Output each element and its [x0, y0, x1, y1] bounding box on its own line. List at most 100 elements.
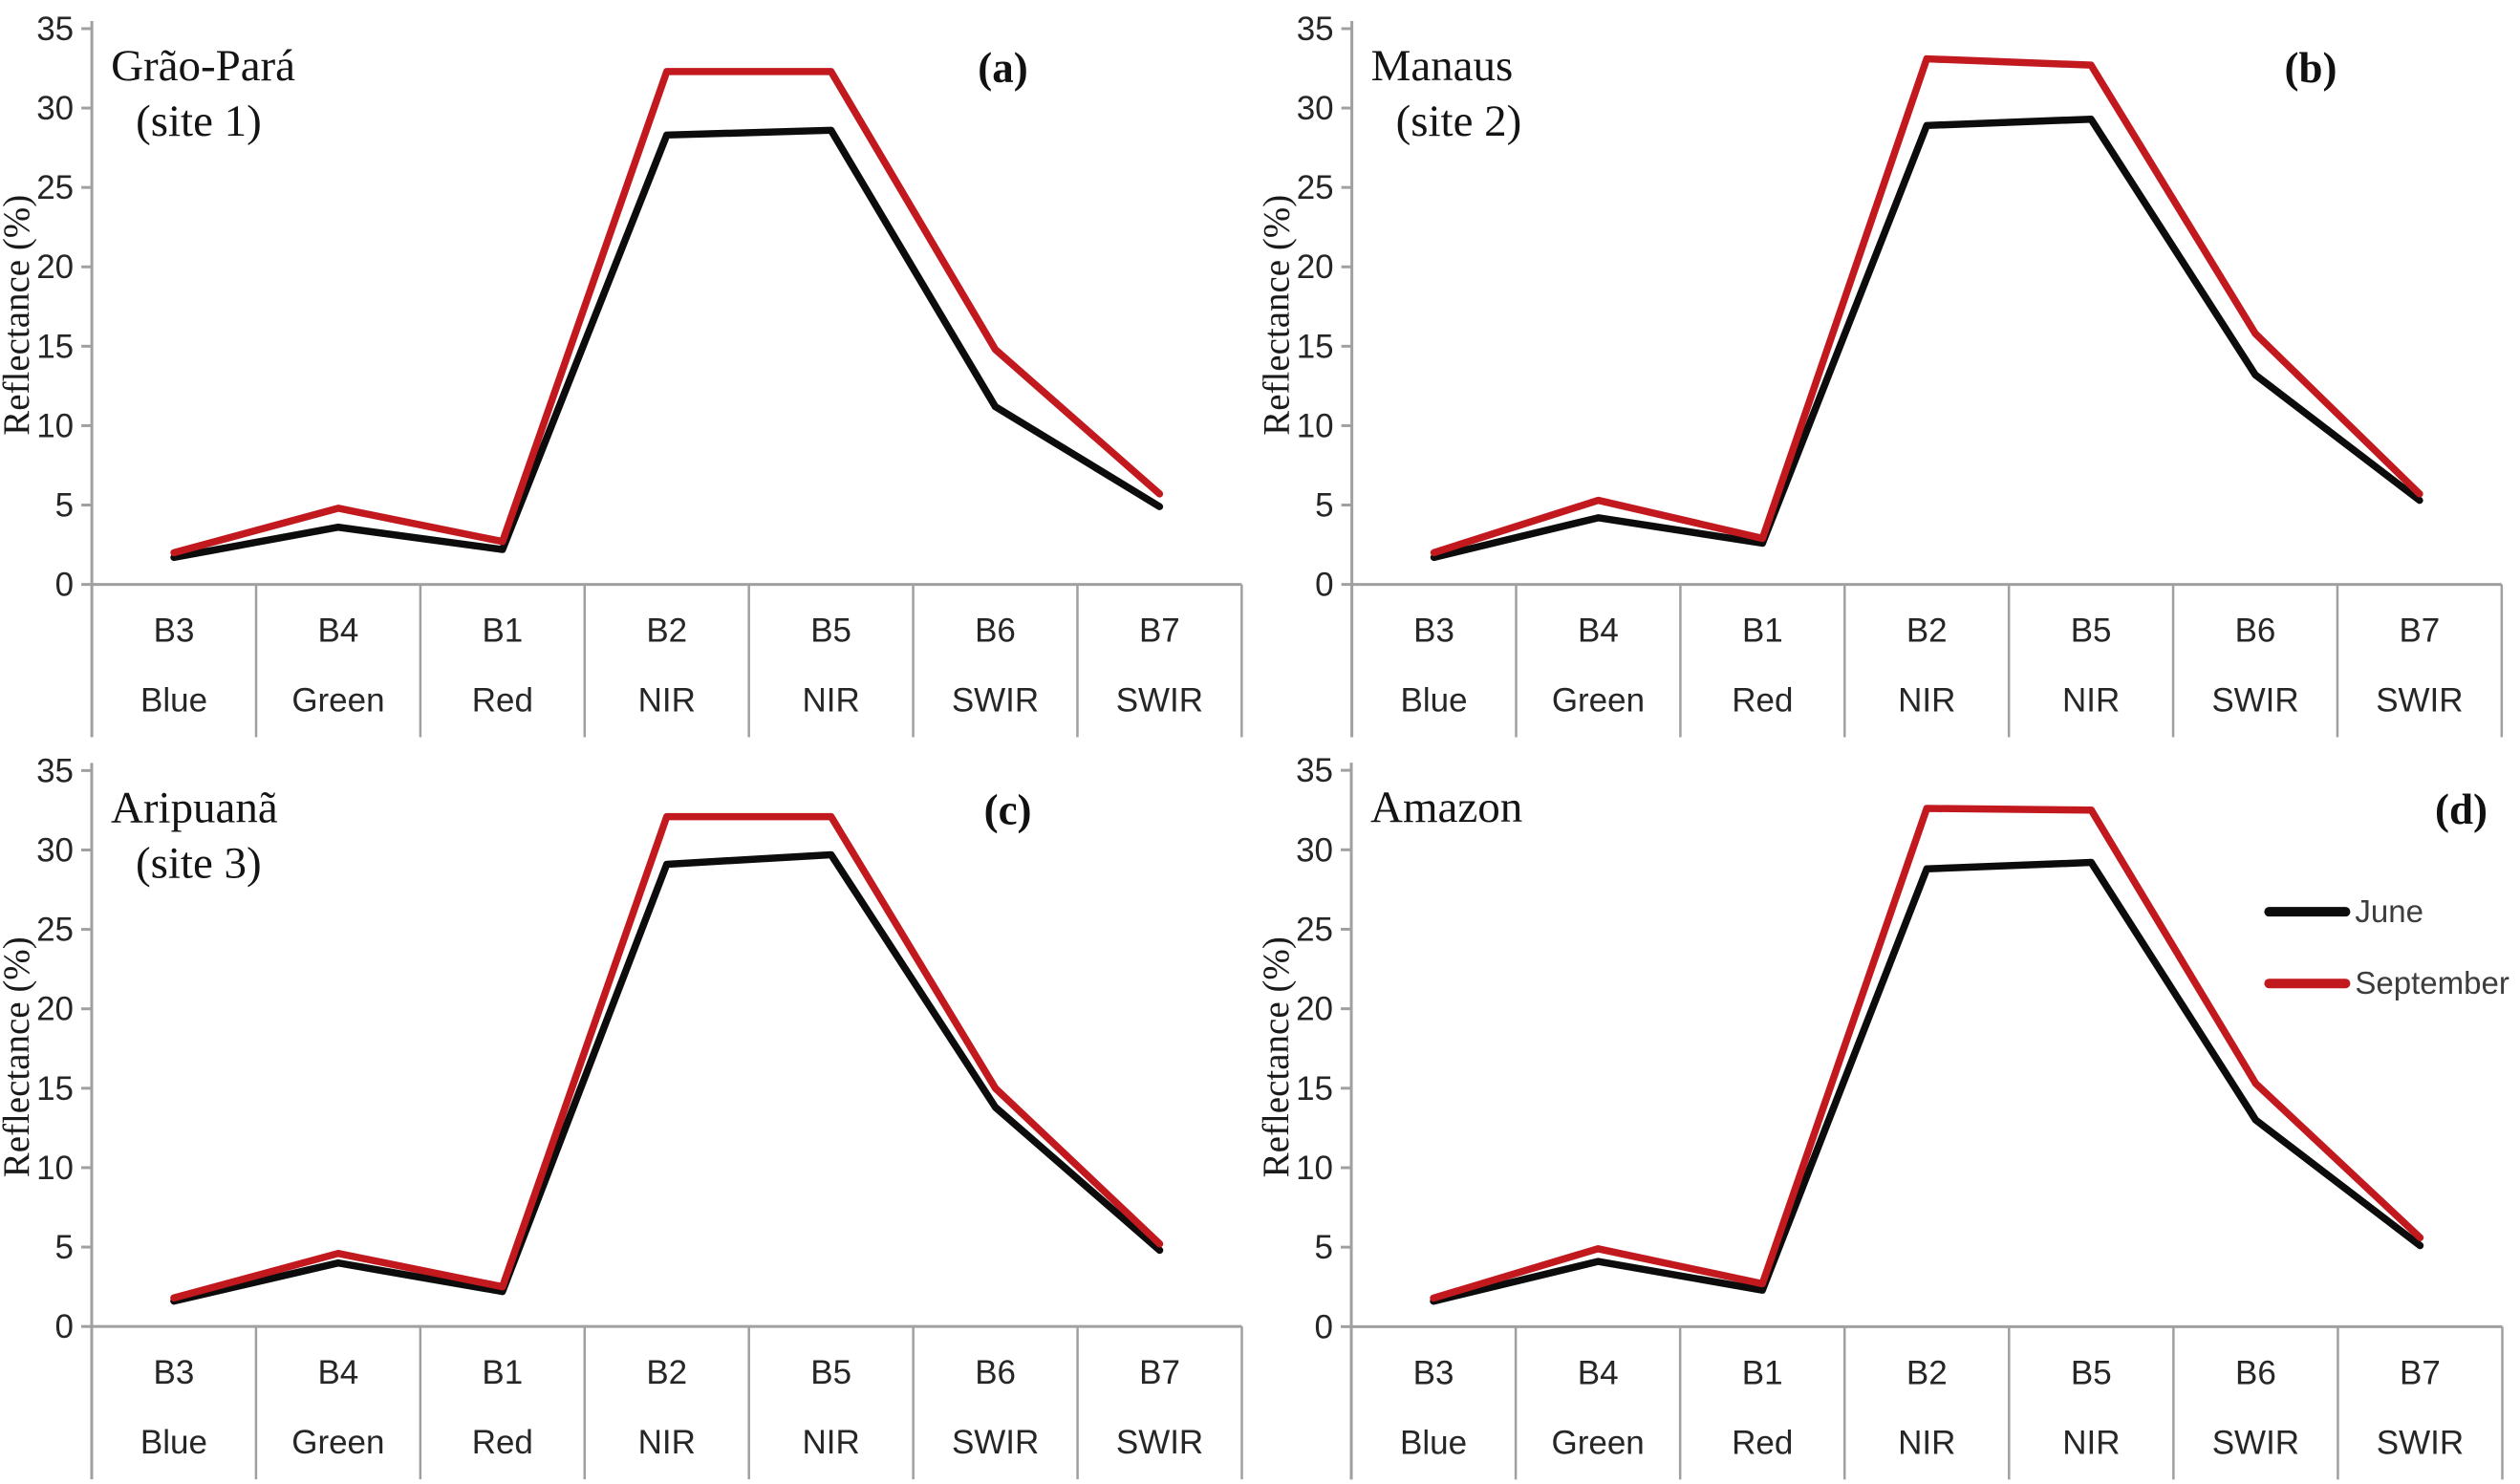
y-tick-label: 20: [1296, 991, 1333, 1028]
y-tick-label: 35: [1297, 11, 1334, 48]
y-tick-label: 25: [36, 169, 74, 206]
band-name-label: NIR: [1898, 682, 1955, 720]
band-name-label: NIR: [1898, 1424, 1955, 1461]
y-axis-title: Reflectance (%): [1260, 936, 1297, 1177]
panel-grao-para: 0 5 10 15 20 25 30 35 B3 B4 B1 B2 B5 B6 B7 Blue Green Red…: [0, 0, 1260, 742]
band-code-label: B1: [1742, 1354, 1783, 1391]
band-code-label: B2: [646, 613, 687, 650]
series-june-line: [1430, 115, 2423, 562]
band-code-label: B4: [318, 613, 359, 650]
panel-letter: (d): [2435, 785, 2488, 833]
y-tick-label: 5: [1315, 487, 1333, 525]
band-code-label: B5: [2071, 1354, 2112, 1391]
band-name-label: NIR: [2062, 682, 2120, 720]
band-name-label: SWIR: [2377, 1424, 2464, 1461]
y-tick-label: 25: [1297, 169, 1334, 206]
y-tick-label: 10: [1296, 1150, 1333, 1187]
band-name-label: Red: [472, 682, 533, 720]
band-code-label: B7: [1139, 613, 1180, 650]
y-tick-label: 15: [36, 1070, 74, 1108]
y-tick-label: 0: [55, 567, 74, 604]
y-tick-label: 35: [36, 752, 74, 789]
band-name-label: Green: [291, 1424, 384, 1461]
y-tick-label: 30: [1297, 90, 1334, 127]
band-name-label: SWIR: [2212, 1424, 2299, 1461]
y-tick-label: 30: [36, 90, 74, 127]
band-name-label: Red: [472, 1424, 533, 1461]
y-tick-label: 5: [55, 1229, 74, 1266]
band-name-label: Green: [1551, 1424, 1644, 1461]
y-tick-label: 35: [36, 11, 74, 48]
y-axis-title: Reflectance (%): [1260, 195, 1298, 436]
band-code-label: B3: [154, 613, 195, 650]
chart-title: Amazon: [1370, 783, 1522, 832]
panel-aripuana: 0 5 10 15 20 25 30 35 B3 B4 B1 B2 B5 B6 B7 Blue Green Red…: [0, 742, 1260, 1484]
band-code-label: B4: [1578, 1354, 1619, 1391]
band-name-label: Blue: [1400, 1424, 1467, 1461]
band-name-label: SWIR: [2211, 682, 2298, 720]
legend-label-september: September: [2355, 965, 2509, 1000]
band-code-label: B6: [975, 613, 1016, 650]
chart-title: Manaus: [1371, 41, 1514, 91]
chart-svg: 0 5 10 15 20 25 30 35 B3 B4 B1 B2 B5 B6 B7 Blue Green Red…: [0, 752, 1243, 1480]
chart-subtitle: (site 1): [136, 97, 262, 146]
band-name-label: Blue: [140, 1424, 207, 1461]
band-code-label: B5: [2071, 613, 2112, 650]
band-code-label: B7: [2400, 1354, 2441, 1391]
series-september-line: [170, 812, 1164, 1302]
band-code-label: B5: [810, 1354, 851, 1391]
series-june-line: [1430, 858, 2424, 1305]
chart-title: Aripuanã: [111, 783, 278, 832]
band-code-label: B6: [2235, 613, 2276, 650]
series-june-line: [170, 126, 1164, 562]
band-code-label: B6: [975, 1354, 1016, 1391]
y-tick-label: 30: [36, 831, 74, 869]
band-code-label: B7: [1139, 1354, 1180, 1391]
series-september-line: [1430, 805, 2424, 1302]
band-name-label: SWIR: [1116, 682, 1203, 720]
panel-letter: (a): [978, 44, 1027, 92]
y-tick-label: 15: [1296, 1070, 1333, 1108]
band-name-label: SWIR: [1116, 1424, 1203, 1461]
chart-subtitle: (site 3): [136, 838, 262, 888]
band-code-label: B7: [2400, 613, 2441, 650]
band-name-label: NIR: [638, 682, 696, 720]
y-tick-label: 10: [1297, 407, 1334, 444]
chart-subtitle: (site 2): [1396, 97, 1522, 146]
y-tick-label: 20: [36, 991, 74, 1028]
band-name-label: NIR: [802, 682, 859, 720]
y-tick-label: 5: [1315, 1229, 1333, 1266]
legend-label-june: June: [2355, 893, 2423, 929]
y-tick-label: 35: [1296, 752, 1333, 789]
panel-manaus: 0 5 10 15 20 25 30 35 B3 B4 B1 B2 B5 B6 B7 Blue Green Red…: [1260, 0, 2520, 742]
chart-svg: 0 5 10 15 20 25 30 35 B3 B4 B1 B2 B5 B6 B7 Blue Green Red…: [1260, 752, 2509, 1480]
band-name-label: Green: [291, 682, 384, 720]
panel-letter: (b): [2284, 44, 2337, 92]
series-september-line: [1430, 54, 2423, 557]
band-code-label: B2: [1906, 613, 1948, 650]
y-tick-label: 10: [36, 1150, 74, 1187]
chart-title: Grão-Pará: [111, 41, 295, 91]
y-tick-label: 10: [36, 407, 74, 444]
band-code-label: B3: [1413, 1354, 1454, 1391]
band-code-label: B1: [1742, 613, 1783, 650]
series-september-line: [170, 68, 1164, 557]
band-code-label: B4: [1578, 613, 1619, 650]
y-tick-label: 0: [1315, 567, 1333, 604]
band-name-label: NIR: [638, 1424, 696, 1461]
y-tick-label: 30: [1296, 831, 1333, 869]
y-axis-title: Reflectance (%): [0, 195, 37, 436]
y-tick-label: 5: [55, 487, 74, 525]
y-tick-label: 25: [36, 912, 74, 949]
y-tick-label: 0: [55, 1308, 74, 1345]
band-code-label: B4: [317, 1354, 358, 1391]
band-name-label: SWIR: [952, 1424, 1039, 1461]
panel-amazon: 0 5 10 15 20 25 30 35 B3 B4 B1 B2 B5 B6 B7 Blue Green Red…: [1260, 742, 2520, 1484]
band-code-label: B3: [154, 1354, 195, 1391]
band-code-label: B2: [646, 1354, 687, 1391]
chart-svg: 0 5 10 15 20 25 30 35 B3 B4 B1 B2 B5 B6 B7 Blue Green Red…: [1260, 11, 2504, 738]
chart-svg: 0 5 10 15 20 25 30 35 B3 B4 B1 B2 B5 B6 B7 Blue Green Red…: [0, 11, 1243, 738]
y-tick-label: 20: [36, 248, 74, 286]
y-tick-label: 0: [1315, 1308, 1333, 1345]
